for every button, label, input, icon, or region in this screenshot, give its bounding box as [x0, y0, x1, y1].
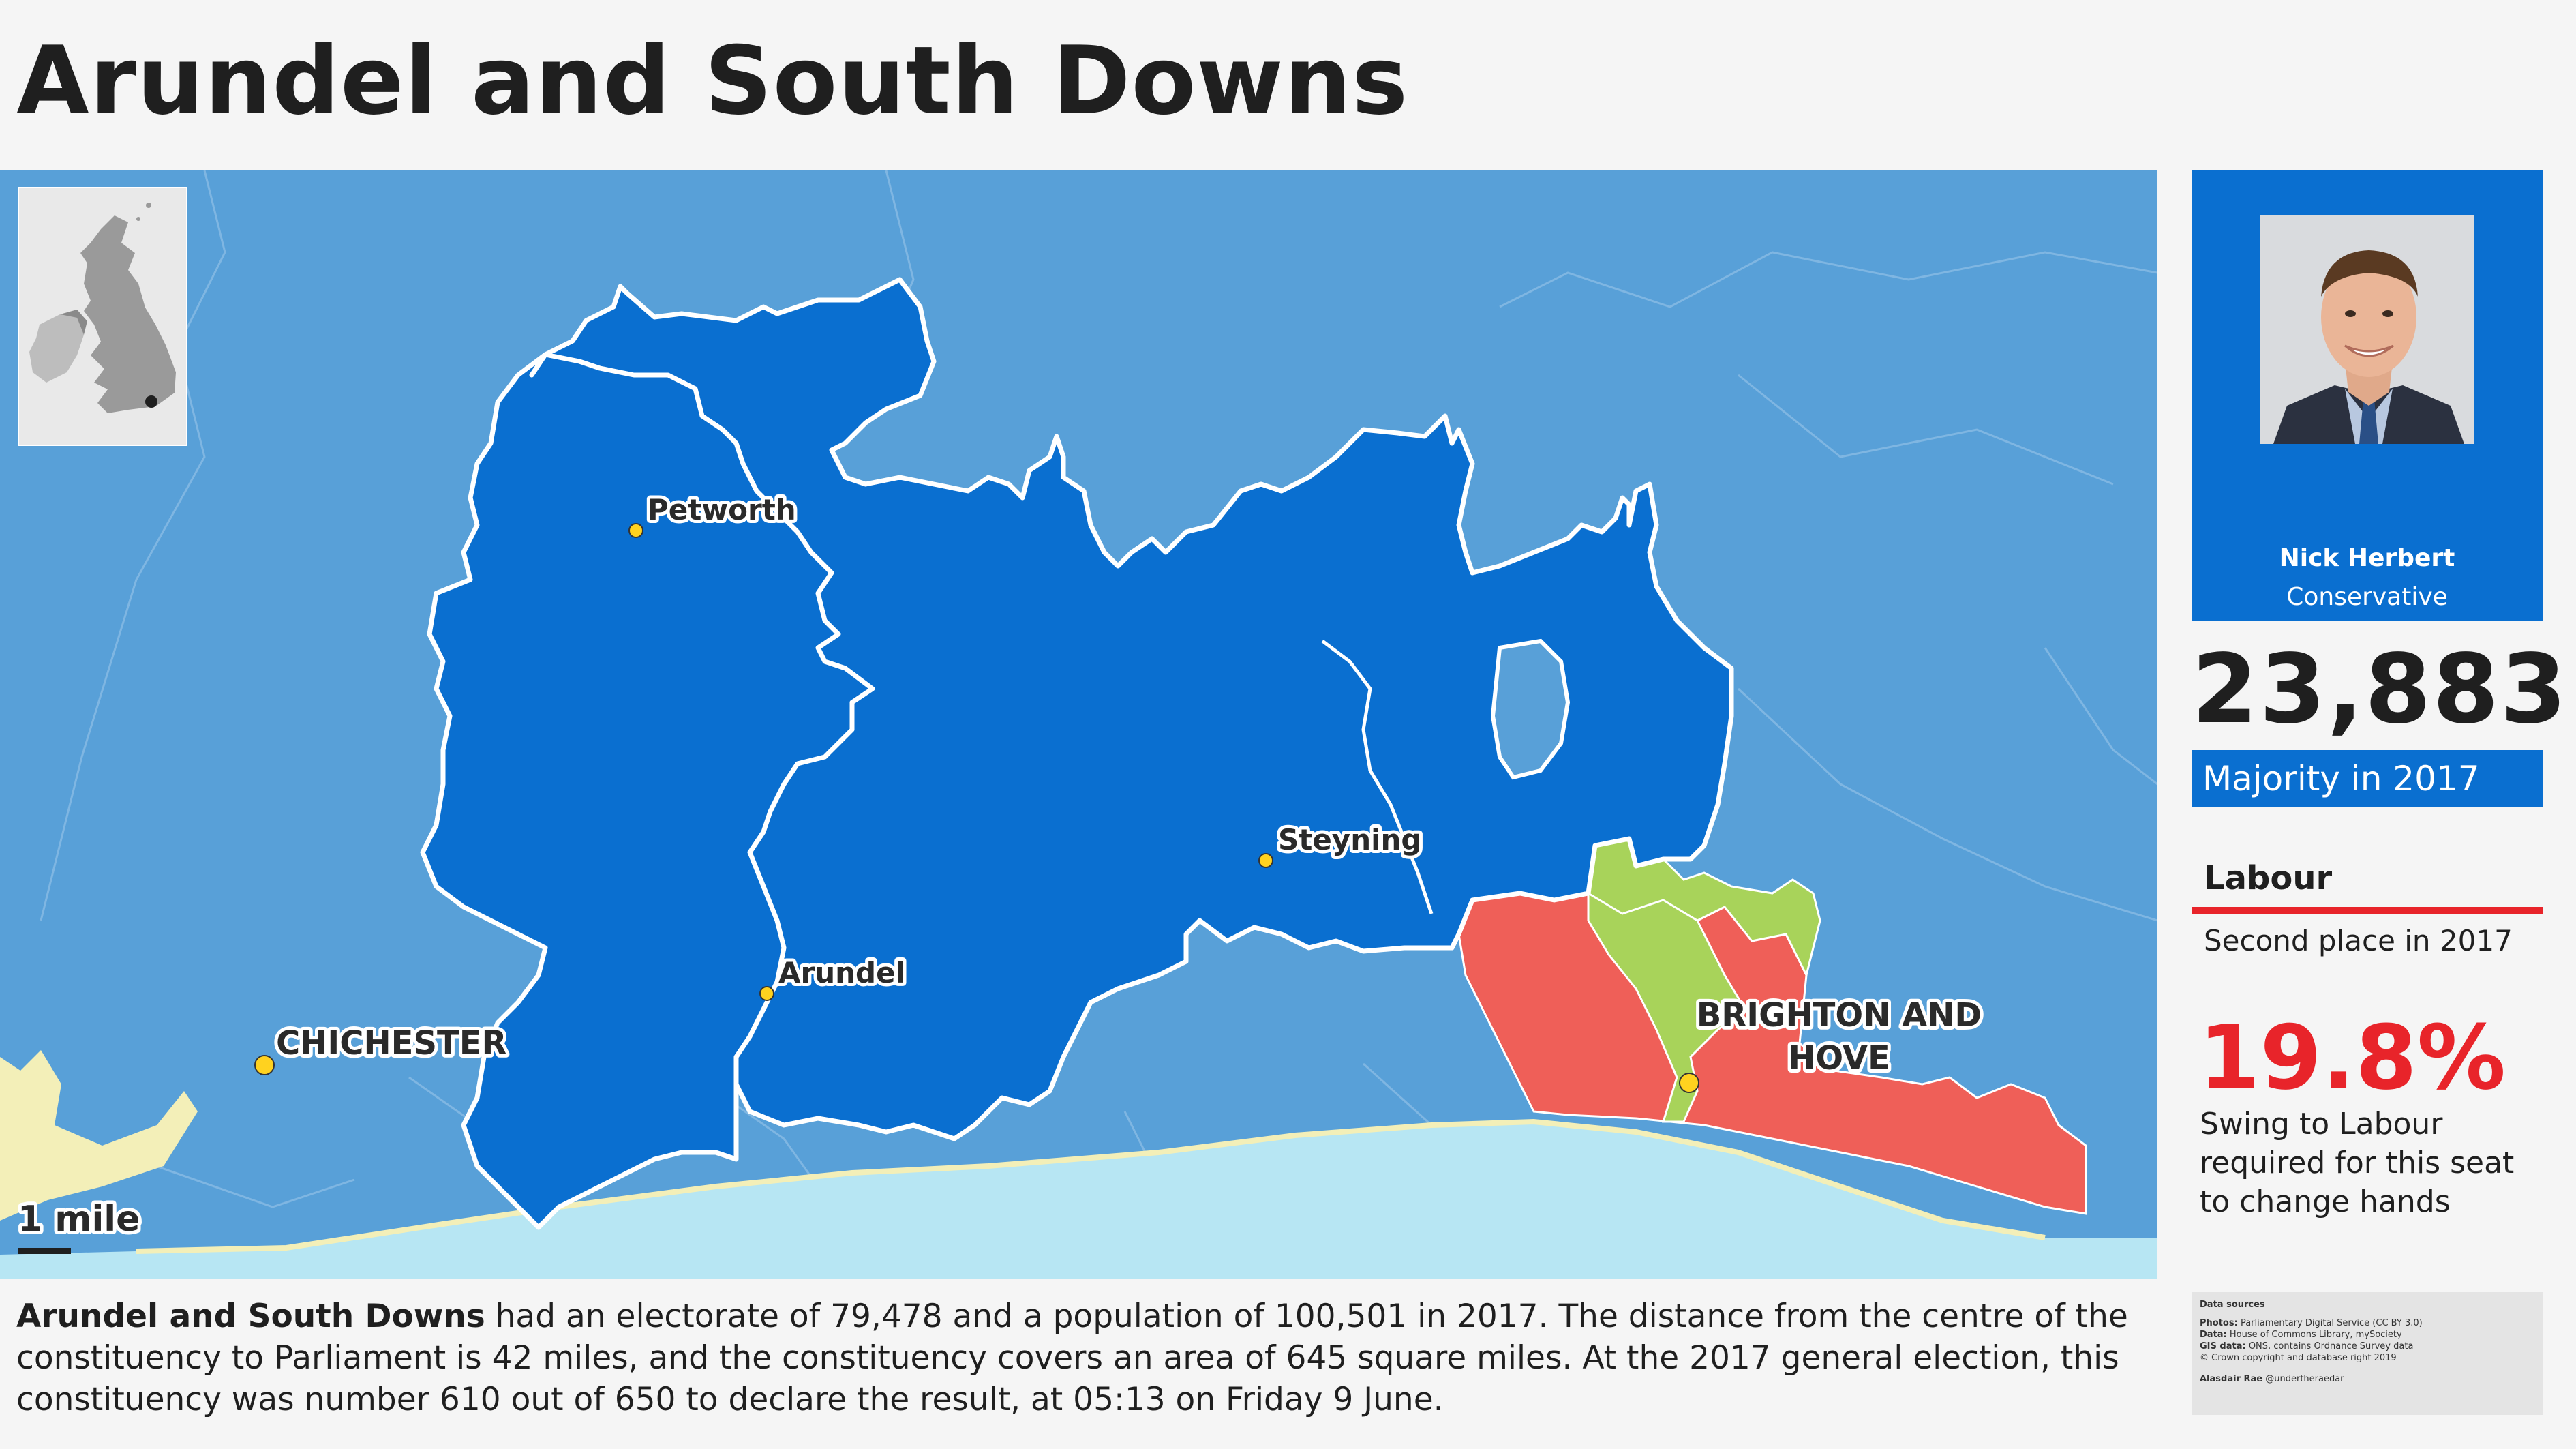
great-britain-icon: [80, 215, 176, 413]
swing-label: Swing to Labour required for this seat t…: [2200, 1107, 2515, 1219]
uk-locator-svg: [29, 203, 176, 413]
sources-author: Alasdair Rae @undertheraedar: [2200, 1374, 2344, 1384]
description-name: Arundel and South Downs: [16, 1298, 485, 1335]
mp-name: Nick Herbert: [2279, 544, 2455, 572]
brighton-marker[interactable]: [1679, 1073, 1699, 1093]
data-sources-box: Data sources Photos: Parliamentary Digit…: [2192, 1292, 2543, 1415]
second-place-party: Labour: [2204, 859, 2333, 897]
arundel-label: Arundel: [778, 956, 905, 989]
second-place-rule: [2192, 907, 2543, 914]
sources-photos: Photos: Parliamentary Digital Service (C…: [2200, 1318, 2423, 1328]
arundel-south-downs-area[interactable]: [420, 277, 1734, 1230]
internal-boundary: [1321, 640, 1434, 914]
map-canvas: Petworth Steyning Arundel CHICHESTER BRI…: [0, 170, 2157, 1279]
coastline: [136, 1118, 2046, 1254]
steyning-marker[interactable]: [1258, 853, 1273, 868]
shetland-icon: [146, 203, 151, 208]
enclave-area: [1490, 638, 1571, 780]
sources-gis: GIS data: ONS, contains Ordnance Survey …: [2200, 1341, 2414, 1351]
steyning-label: Steyning: [1278, 823, 1421, 856]
arundel-marker[interactable]: [759, 986, 774, 1001]
brighton-label-line1: BRIGHTON AND: [1697, 996, 1982, 1034]
second-place-label: Second place in 2017: [2204, 924, 2513, 957]
page-title: Arundel and South Downs: [16, 26, 1409, 136]
constituency-map[interactable]: Petworth Steyning Arundel CHICHESTER BRI…: [0, 170, 2157, 1279]
estuary: [0, 1050, 198, 1221]
petworth-marker[interactable]: [628, 523, 643, 538]
chichester-label: CHICHESTER: [276, 1024, 507, 1062]
majority-label: Majority in 2017: [2192, 750, 2543, 807]
mp-photo: [2260, 215, 2474, 444]
brighton-label-line2: HOVE: [1788, 1039, 1890, 1077]
scale-bar: [18, 1248, 71, 1254]
sources-title: Data sources: [2200, 1300, 2265, 1310]
chichester-marker[interactable]: [254, 1055, 275, 1075]
northern-ireland-icon: [60, 310, 87, 335]
orkney-icon: [136, 217, 140, 221]
sources-copyright: © Crown copyright and database right 201…: [2200, 1353, 2397, 1363]
sea: [0, 1122, 2157, 1279]
location-dot-icon: [145, 395, 157, 408]
swing-value: 19.8%: [2198, 1006, 2506, 1109]
petworth-label: Petworth: [648, 493, 796, 526]
description-text: had an electorate of 79,478 and a popula…: [16, 1298, 2128, 1418]
constituency-description: Arundel and South Downs had an electorat…: [16, 1296, 2157, 1420]
uk-locator-inset: [18, 187, 187, 446]
sources-data: Data: House of Commons Library, mySociet…: [2200, 1330, 2402, 1340]
mp-party: Conservative: [2286, 583, 2448, 611]
mp-portrait-icon: [2260, 215, 2474, 444]
mp-card: Nick Herbert Conservative: [2192, 170, 2543, 621]
scale-label: 1 mile: [18, 1199, 140, 1240]
ireland-icon: [29, 314, 84, 383]
majority-value: 23,883: [2192, 634, 2569, 745]
